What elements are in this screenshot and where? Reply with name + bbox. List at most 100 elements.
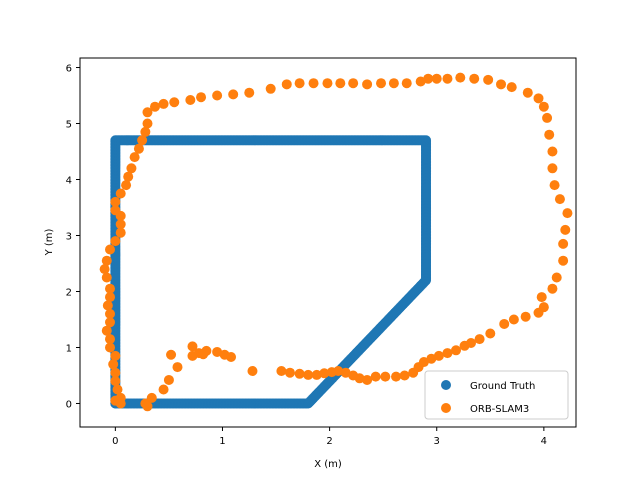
legend-marker-ground-truth: [441, 380, 451, 390]
y-tick-label: 2: [66, 287, 72, 298]
orb-slam3-point: [431, 73, 442, 84]
orb-slam3-point: [485, 328, 496, 339]
orb-slam3-point: [506, 82, 517, 93]
orb-slam3-point: [533, 93, 544, 104]
orb-slam3-point: [401, 78, 412, 89]
orb-slam3-point: [133, 143, 144, 154]
orb-slam3-point: [129, 152, 140, 163]
orb-slam3-point: [247, 366, 258, 377]
orb-slam3-point: [415, 76, 426, 87]
orb-slam3-point: [558, 238, 569, 249]
orb-slam3-point: [560, 224, 571, 235]
orb-slam3-point: [388, 78, 399, 89]
legend-box: [424, 370, 569, 420]
orb-slam3-point: [322, 78, 333, 89]
y-tick-label: 3: [66, 232, 72, 243]
orb-slam3-point: [551, 272, 562, 283]
orb-slam3-point: [538, 101, 549, 112]
orb-slam3-point: [311, 369, 322, 380]
orb-slam3-point: [376, 78, 387, 89]
orb-slam3-point: [433, 350, 444, 361]
orb-slam3-point: [426, 353, 437, 364]
orb-slam3-point: [110, 236, 121, 247]
orb-slam3-point: [110, 376, 121, 387]
y-axis: 0 1 2 3 4 5 6: [66, 64, 80, 410]
orb-slam3-point: [166, 349, 177, 360]
orb-slam3-point: [115, 210, 126, 221]
orb-slam3-point: [348, 78, 359, 89]
orb-slam3-point: [455, 72, 466, 83]
orb-slam3-point: [558, 255, 569, 266]
orb-slam3-point: [265, 83, 276, 94]
orb-slam3-point: [451, 345, 462, 356]
orb-slam3-point: [496, 79, 507, 90]
orb-slam3-point: [172, 362, 183, 373]
orb-slam3-point: [108, 359, 119, 370]
orb-slam3-point: [520, 311, 531, 322]
y-axis-label: Y (m): [44, 228, 55, 256]
orb-slam3-point: [362, 374, 373, 385]
x-axis: 0 1 2 3 4: [112, 427, 547, 447]
orb-slam3-point: [212, 346, 223, 357]
orb-slam3-point: [149, 101, 160, 112]
orb-slam3-point: [547, 163, 558, 174]
orb-slam3-point: [158, 98, 169, 109]
legend-marker-orb-slam3: [441, 403, 451, 413]
y-tick-label: 1: [66, 343, 72, 354]
y-tick-label: 6: [66, 64, 72, 75]
orb-slam3-point: [105, 283, 115, 294]
orb-slam3-point: [442, 73, 453, 84]
x-tick-label: 2: [326, 436, 332, 447]
orb-slam3-point: [284, 367, 295, 378]
orb-slam3-point: [319, 368, 330, 379]
orb-slam3-point: [105, 292, 115, 303]
y-tick-label: 4: [66, 176, 72, 187]
x-tick-label: 0: [112, 436, 118, 447]
x-tick-label: 1: [219, 436, 225, 447]
orb-slam3-point: [158, 384, 169, 395]
orb-slam3-point: [466, 338, 477, 349]
orb-slam3-point: [105, 334, 115, 345]
orb-slam3-point: [105, 308, 115, 319]
y-tick-label: 5: [66, 120, 72, 131]
orb-slam3-point: [308, 78, 319, 89]
orb-slam3-point: [101, 255, 112, 266]
x-tick-label: 4: [541, 436, 547, 447]
orb-slam3-point: [126, 163, 137, 174]
orb-slam3-point: [101, 325, 112, 336]
orb-slam3-point: [101, 272, 112, 283]
x-tick-label: 3: [434, 436, 440, 447]
orb-slam3-point: [137, 135, 148, 146]
orb-slam3-point: [399, 370, 410, 381]
orb-slam3-point: [333, 366, 344, 377]
orb-slam3-point: [140, 126, 151, 137]
orb-slam3-point: [335, 78, 346, 89]
legend-label-orb-slam3: ORB-SLAM3: [470, 404, 529, 415]
orb-slam3-point: [294, 368, 305, 379]
orb-slam3-point: [115, 188, 126, 199]
legend-label-ground-truth: Ground Truth: [470, 381, 535, 392]
y-tick-label: 0: [66, 399, 72, 410]
orb-slam3-point: [169, 97, 180, 108]
orb-slam3-point: [244, 87, 255, 98]
orb-slam3-point: [105, 342, 115, 353]
orb-slam3-point: [110, 350, 121, 361]
orb-slam3-point: [187, 341, 198, 352]
orb-slam3-point: [115, 227, 126, 238]
orb-slam3-point: [562, 208, 573, 219]
orb-slam3-point: [226, 352, 237, 363]
orb-slam3-point: [146, 392, 157, 403]
orb-slam3-point: [105, 317, 115, 328]
orb-slam3-point: [115, 219, 126, 230]
orb-slam3-point: [110, 367, 121, 378]
orb-slam3-point: [196, 92, 207, 103]
x-axis-label: X (m): [314, 459, 342, 470]
orb-slam3-point: [121, 180, 132, 191]
orb-slam3-point: [418, 357, 429, 368]
orb-slam3-point: [554, 194, 565, 205]
orb-slam3-point: [508, 314, 519, 325]
orb-slam3-point: [303, 369, 314, 380]
orb-slam3-point: [547, 146, 558, 157]
orb-slam3-point: [187, 350, 198, 361]
